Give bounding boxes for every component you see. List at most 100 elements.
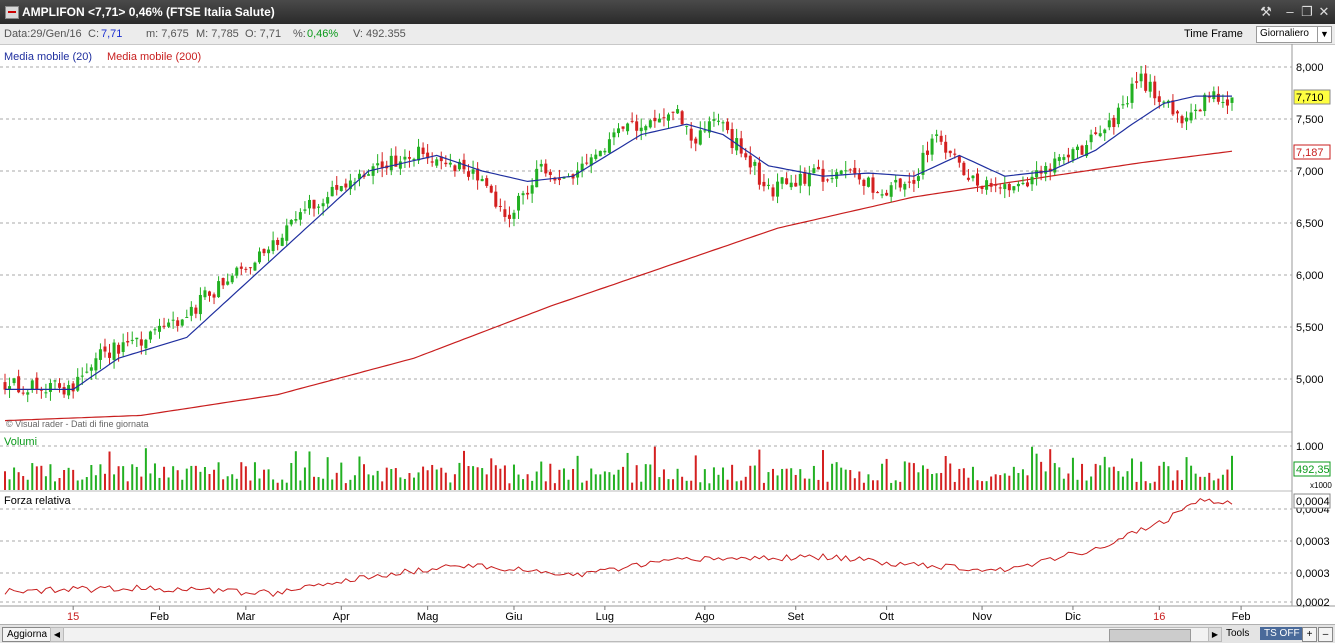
candle-body: [603, 150, 607, 153]
timeframe-select[interactable]: Giornaliero ▼: [1256, 26, 1332, 43]
candle-body: [848, 169, 852, 171]
info-open: O: 7,71: [245, 28, 282, 40]
candle-body: [498, 205, 502, 207]
candle-body: [530, 185, 534, 194]
candle-body: [903, 183, 907, 190]
tools-button[interactable]: Tools: [1226, 628, 1250, 639]
candle-body: [289, 219, 293, 225]
candle-body: [857, 173, 861, 180]
candle-body: [753, 161, 757, 166]
candle-body: [344, 183, 348, 188]
candle-body: [798, 173, 802, 186]
candle-body: [335, 184, 339, 190]
candle-body: [1157, 96, 1161, 102]
candle-body: [1007, 183, 1011, 191]
ma200-last-badge: 7,187: [1296, 147, 1324, 159]
candle-body: [398, 161, 402, 169]
candle-body: [1035, 170, 1039, 178]
candle-body: [921, 152, 925, 175]
candle-body: [898, 178, 902, 188]
candle-body: [544, 163, 548, 174]
rs-title: Forza relativa: [4, 495, 72, 507]
ma200-line: [4, 150, 1233, 422]
axes-layer: [0, 44, 1335, 610]
minimize-icon[interactable]: –: [1286, 4, 1294, 19]
refresh-button[interactable]: Aggiorna: [2, 627, 53, 642]
horizontal-scrollbar[interactable]: ◀ ▶: [50, 627, 1222, 642]
candle-body: [776, 181, 780, 197]
legend-ma20: Media mobile (20): [4, 51, 92, 63]
candle-body: [916, 176, 920, 181]
close-icon[interactable]: ✕: [1318, 4, 1330, 19]
zoom-in-icon[interactable]: +: [1302, 627, 1317, 642]
candle-body: [303, 209, 307, 211]
candle-body: [689, 128, 693, 141]
candle-body: [171, 319, 175, 321]
candle-body: [139, 339, 143, 346]
candle-body: [267, 249, 271, 254]
info-close-label: C:: [88, 28, 99, 40]
candle-body: [253, 262, 257, 271]
candle-body: [526, 192, 530, 195]
candle-body: [148, 331, 152, 340]
candle-body: [612, 132, 616, 138]
candle-body: [467, 171, 471, 177]
candle-body: [394, 155, 398, 167]
candle-body: [744, 153, 748, 158]
volume-layer: [4, 446, 1233, 490]
candle-body: [580, 163, 584, 171]
dropdown-arrow-icon[interactable]: ▼: [1317, 27, 1331, 42]
candle-body: [1048, 168, 1052, 172]
info-pct-label: %:: [293, 28, 306, 40]
candle-body: [8, 386, 12, 390]
restore-icon[interactable]: ❐: [1301, 4, 1313, 19]
candle-body: [535, 168, 539, 188]
scroll-left-icon[interactable]: ◀: [51, 628, 64, 641]
candle-body: [503, 209, 507, 217]
candle-body: [1130, 83, 1134, 103]
candle-body: [821, 168, 825, 182]
y-tick-label: 7,000: [1296, 166, 1324, 178]
candle-body: [21, 392, 25, 394]
candle-body: [489, 185, 493, 193]
candle-body: [1185, 117, 1189, 122]
candle-body: [657, 118, 661, 123]
x-tick-label: Set: [787, 611, 804, 623]
candle-body: [766, 184, 770, 186]
candle-body: [1016, 183, 1020, 187]
candle-body: [676, 109, 680, 114]
ts-off-button[interactable]: TS OFF: [1260, 627, 1304, 640]
scroll-right-icon[interactable]: ▶: [1208, 628, 1221, 641]
zoom-out-icon[interactable]: –: [1318, 627, 1333, 642]
rs-last-badge: 0,0004: [1296, 496, 1330, 508]
candle-body: [562, 177, 566, 179]
scrollbar-thumb[interactable]: [1109, 629, 1191, 642]
volume-unit: x1000: [1310, 481, 1332, 490]
wrench-icon[interactable]: ⚒: [1260, 4, 1272, 19]
x-tick-label: 15: [67, 611, 79, 623]
candle-body: [1135, 81, 1139, 83]
candle-body: [1012, 186, 1016, 191]
candle-body: [103, 346, 107, 352]
candle-body: [276, 239, 280, 245]
y-tick-label: 5,000: [1296, 374, 1324, 386]
candle-body: [453, 165, 457, 172]
candle-body: [998, 187, 1002, 189]
ma200-last-badge-box: [1293, 144, 1331, 160]
candle-body: [167, 322, 171, 327]
candle-body: [3, 382, 7, 390]
ma20-layer: [5, 95, 1232, 390]
candle-body: [257, 251, 261, 263]
candle-body: [312, 199, 316, 209]
candle-body: [317, 206, 321, 208]
watermark-text: © Visual rader - Dati di fine giornata: [6, 419, 149, 429]
candle-body: [803, 172, 807, 184]
candle-body: [557, 178, 561, 181]
candle-body: [76, 376, 80, 391]
candle-body: [971, 175, 975, 179]
candle-body: [494, 191, 498, 207]
candle-body: [48, 382, 52, 392]
candle-body: [44, 392, 48, 394]
x-tick-label: Giu: [505, 611, 522, 623]
